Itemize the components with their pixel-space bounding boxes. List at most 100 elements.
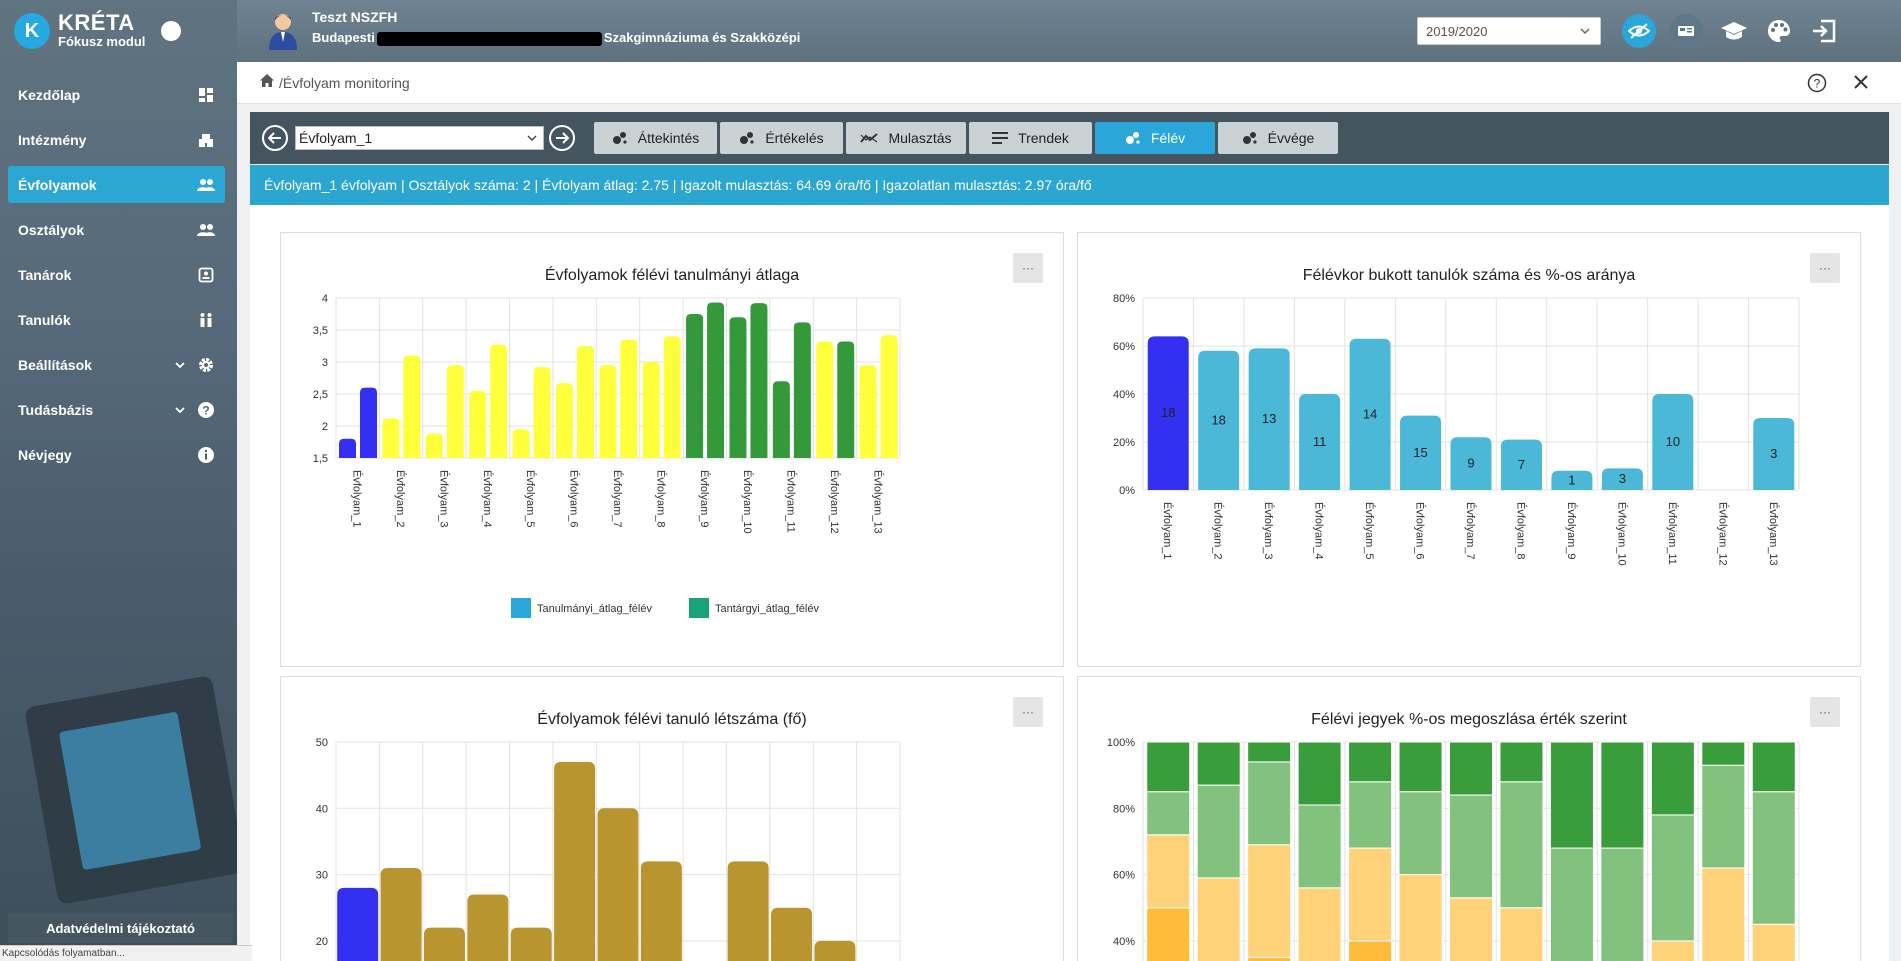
x-tick-label: Évfolyam_7 bbox=[1464, 502, 1477, 559]
y-tick-label: 60% bbox=[1113, 341, 1135, 353]
chart-panel-headcount: 20 30 40 50 Évfolyamok félévi tanuló létszá… bbox=[280, 676, 1064, 961]
id-card-icon[interactable] bbox=[1669, 14, 1703, 48]
redaction-bar bbox=[376, 31, 602, 46]
info-icon bbox=[197, 446, 215, 464]
x-tick-label: Évfolyam_10 bbox=[741, 470, 754, 534]
y-tick-label: 0% bbox=[1119, 485, 1135, 497]
chart-title: Évfolyamok félévi tanulmányi átlaga bbox=[544, 267, 800, 284]
data-label: 3 bbox=[1619, 471, 1626, 486]
home-icon[interactable] bbox=[259, 73, 275, 93]
tab-ertekeles[interactable]: Értékelés bbox=[720, 122, 843, 154]
bar bbox=[512, 429, 530, 458]
tab-label: Félév bbox=[1150, 130, 1186, 146]
sidebar-item-evfolyamok[interactable]: Évfolyamok bbox=[8, 166, 225, 203]
next-grade-button[interactable] bbox=[549, 125, 575, 151]
bar bbox=[510, 927, 552, 961]
top-header: Teszt NSZFH Budapesti Szakgimnáziuma és S… bbox=[237, 0, 1901, 62]
bar bbox=[339, 438, 356, 458]
stacked-bar-segment bbox=[1499, 781, 1544, 909]
arrow-left-icon bbox=[268, 132, 281, 144]
sidebar-item-tudasbazis[interactable]: Tudásbázis ? bbox=[8, 391, 225, 428]
user-avatar[interactable] bbox=[267, 12, 299, 50]
grade-select[interactable]: Évfolyam_1 bbox=[295, 126, 544, 150]
sidebar-item-intezmeny[interactable]: Intézmény bbox=[8, 121, 225, 158]
stacked-bar-segment bbox=[1348, 940, 1393, 961]
tab-evvege[interactable]: Évvége bbox=[1218, 122, 1338, 154]
palette-icon[interactable] bbox=[1762, 14, 1796, 48]
y-tick-label: 20% bbox=[1113, 437, 1135, 449]
bar bbox=[750, 303, 768, 458]
x-tick-label: Évfolyam_8 bbox=[654, 470, 667, 527]
sidebar-item-label: Tanárok bbox=[18, 266, 72, 283]
sidebar-item-beallitasok[interactable]: Beállítások bbox=[8, 346, 225, 383]
x-tick-label: Évfolyam_10 bbox=[1615, 502, 1628, 566]
chart-menu-button[interactable]: ··· bbox=[1013, 697, 1043, 727]
sidebar-item-label: Osztályok bbox=[18, 221, 85, 238]
x-tick-label: Évfolyam_3 bbox=[1262, 502, 1275, 559]
breadcrumb[interactable]: /Évfolyam monitoring bbox=[279, 75, 410, 91]
x-tick-label: Évfolyam_11 bbox=[785, 470, 798, 533]
breadcrumb-bar: /Évfolyam monitoring ? bbox=[237, 62, 1901, 104]
bar bbox=[360, 387, 377, 458]
stacked-bar-segment bbox=[1499, 907, 1544, 961]
stacked-bar-segment bbox=[1650, 814, 1695, 942]
bar bbox=[423, 927, 465, 961]
chart-menu-button[interactable]: ··· bbox=[1013, 253, 1043, 283]
chart-menu-button[interactable]: ··· bbox=[1810, 697, 1840, 727]
sidebar-item-osztalyok[interactable]: Osztályok bbox=[8, 211, 225, 248]
sidebar-item-label: Intézmény bbox=[18, 131, 87, 148]
sidebar-item-label: Évfolyamok bbox=[18, 176, 97, 193]
tab-trendek[interactable]: Trendek bbox=[969, 122, 1092, 154]
stacked-bar-segment bbox=[1247, 761, 1292, 846]
chart-grade-distribution: 40% 60% 80% 100% bbox=[1107, 737, 1800, 961]
x-tick-label: Évfolyam_9 bbox=[1565, 502, 1578, 559]
stacked-bar-segment bbox=[1196, 877, 1241, 961]
tab-mulasztas[interactable]: Mulasztás bbox=[846, 122, 966, 154]
school-year-select[interactable]: 2019/2020 bbox=[1417, 17, 1601, 45]
stacked-bar-segment bbox=[1146, 791, 1191, 836]
bar bbox=[599, 365, 617, 458]
privacy-link[interactable]: Adatvédelmi tájékoztató bbox=[8, 913, 233, 943]
graduation-cap-icon[interactable] bbox=[1717, 14, 1751, 48]
stacked-bar-segment bbox=[1701, 741, 1746, 766]
logo-text: KRÉTA Fókusz modul bbox=[58, 12, 145, 50]
previous-grade-button[interactable] bbox=[262, 125, 288, 151]
contact-card-icon bbox=[197, 266, 215, 284]
bar bbox=[555, 383, 573, 458]
chevron-down-icon bbox=[175, 406, 185, 413]
x-tick-label: Évfolyam_9 bbox=[698, 470, 711, 527]
x-tick-label: Évfolyam_2 bbox=[394, 470, 407, 527]
tablet-screen bbox=[58, 711, 202, 871]
x-tick-label: Évfolyam_11 bbox=[1666, 502, 1679, 565]
sidebar-item-tanulok[interactable]: Tanulók bbox=[8, 301, 225, 338]
y-tick-label: 30 bbox=[316, 870, 328, 882]
logout-icon[interactable] bbox=[1807, 14, 1841, 48]
bar bbox=[1248, 348, 1290, 490]
chart-title: Félévkor bukott tanulók száma és %-os ar… bbox=[1302, 267, 1636, 284]
bar bbox=[1601, 468, 1643, 490]
stacked-bar-segment bbox=[1751, 741, 1796, 793]
chart-study-average: 1,5 2 2,5 3 3,5 4 Évfolyam_1 Évfolyam_2 Évfolyam… bbox=[313, 293, 901, 618]
tab-attekintes[interactable]: Áttekintés bbox=[594, 122, 717, 154]
stacked-bar-segment bbox=[1297, 887, 1342, 961]
help-icon[interactable]: ? bbox=[1807, 73, 1827, 98]
bar bbox=[1349, 338, 1391, 490]
sidebar-item-kezdolap[interactable]: Kezdőlap bbox=[8, 76, 225, 113]
kreta-logo-icon[interactable]: K bbox=[14, 13, 50, 49]
bar bbox=[772, 381, 790, 458]
sidebar-item-tanarok[interactable]: Tanárok bbox=[8, 256, 225, 293]
y-tick-label: 1,5 bbox=[313, 453, 328, 465]
tab-label: Értékelés bbox=[765, 130, 824, 146]
tab-label: Trendek bbox=[1018, 130, 1069, 146]
data-label: 18 bbox=[1211, 412, 1225, 427]
bubbles-icon bbox=[1242, 131, 1258, 145]
stacked-bar-segment bbox=[1348, 781, 1393, 849]
bar bbox=[640, 861, 682, 961]
eye-off-icon[interactable] bbox=[1622, 14, 1656, 48]
chart-menu-button[interactable]: ··· bbox=[1810, 253, 1840, 283]
sidebar-toggle[interactable] bbox=[161, 21, 181, 41]
building-icon bbox=[197, 131, 215, 149]
close-icon[interactable] bbox=[1854, 75, 1868, 94]
sidebar-item-nevjegy[interactable]: Névjegy bbox=[8, 436, 225, 473]
tab-felev[interactable]: Félév bbox=[1095, 122, 1215, 154]
